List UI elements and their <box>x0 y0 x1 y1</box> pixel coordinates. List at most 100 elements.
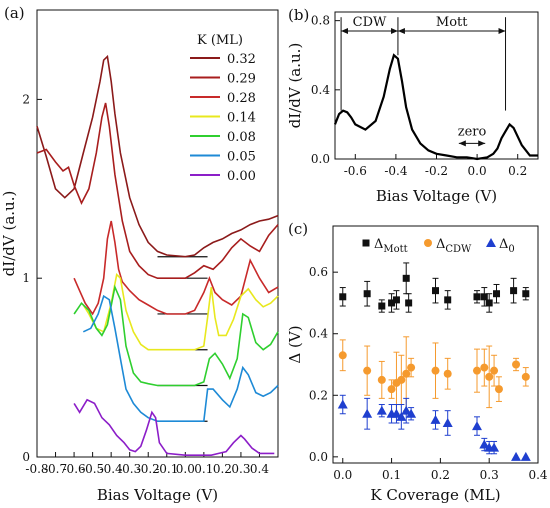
data-point-circle <box>338 351 347 360</box>
data-point-square <box>444 296 452 304</box>
x-axis-label: Bias Voltage (V) <box>376 187 497 205</box>
x-axis-label: Bias Voltage (V) <box>97 486 218 504</box>
panel-label: (c) <box>288 220 308 238</box>
x-axis-label: K Coverage (ML) <box>370 486 500 504</box>
y-axis-label: dI/dV (a.u.) <box>286 43 304 129</box>
data-point-square <box>405 299 413 307</box>
x-tick-label: -0.3 <box>118 462 141 476</box>
x-tick-label: -0.5 <box>81 462 104 476</box>
panel-a: (a)-0.8-0.7-0.6-0.5-0.4-0.3-0.2-0.10.0 0.… <box>0 4 279 504</box>
legend-entry: 0.08 <box>227 130 256 145</box>
y-tick-label: 2 <box>22 92 30 106</box>
y-axis-label: Δ (V) <box>286 325 304 363</box>
data-point-triangle <box>396 411 407 421</box>
data-point-triangle <box>511 451 522 461</box>
data-point-triangle <box>362 408 373 418</box>
y-tick-label: 0.6 <box>309 265 328 279</box>
data-point-circle <box>377 375 386 384</box>
x-tick-label: 0.2 <box>431 468 450 482</box>
data-point-triangle <box>391 408 402 418</box>
data-point-circle <box>397 375 406 384</box>
data-point-square <box>522 290 530 298</box>
data-point-circle <box>494 385 503 394</box>
data-point-triangle <box>489 442 500 452</box>
data-point-square <box>485 299 493 307</box>
data-point-triangle <box>337 399 348 409</box>
panel-c: (c) 0.0 0.1 0.2 0.3 0.4 0.0 0.2 0.4 0.6 K Coverage… <box>286 220 548 504</box>
x-tick-label: 0.3 <box>480 468 499 482</box>
y-tick-label: 0.4 <box>311 83 330 97</box>
data-point-square <box>388 299 396 307</box>
legend-marker <box>362 239 370 247</box>
y-tick-label: 0.0 <box>309 450 328 464</box>
data-point-square <box>339 293 347 301</box>
plot-frame <box>332 225 539 464</box>
legend-marker <box>486 238 496 247</box>
x-tick-label: -0.7 <box>44 462 67 476</box>
y-tick-label: 1 <box>22 271 30 285</box>
data-point-circle <box>387 385 396 394</box>
data-point-square <box>363 290 371 298</box>
data-point-circle <box>431 366 440 375</box>
legend-entry: 0.28 <box>227 91 256 106</box>
data-point-circle <box>512 360 521 369</box>
data-point-triangle <box>442 417 453 427</box>
y-tick-label: 0.8 <box>311 14 330 28</box>
data-point-square <box>480 293 488 301</box>
series-line-0.00 <box>73 398 275 457</box>
y-tick-label: 0 <box>22 450 30 464</box>
x-tick-label: -0.6 <box>63 462 86 476</box>
x-tick-label: 0.4 <box>528 468 547 482</box>
annotation-label: zero <box>458 124 487 139</box>
x-tick-label: -0.4 <box>100 462 124 476</box>
data-point-circle <box>472 366 481 375</box>
data-point-circle <box>521 372 530 381</box>
data-point-circle <box>485 372 494 381</box>
y-tick-label: 0.2 <box>309 388 328 402</box>
data-point-circle <box>402 369 411 378</box>
x-tick-label: 0.2 <box>508 164 527 178</box>
data-point-circle <box>363 366 372 375</box>
panel-label: (b) <box>288 6 309 24</box>
data-point-circle <box>443 369 452 378</box>
x-tick-label: 0.1 <box>382 468 401 482</box>
legend-entry: 0.14 <box>227 111 256 126</box>
x-tick-label: 0.1 <box>194 462 213 476</box>
annotation-label: Mott <box>436 15 468 30</box>
data-point-triangle <box>406 408 417 418</box>
panel-label: (a) <box>4 4 25 22</box>
data-point-circle <box>490 366 499 375</box>
legend-marker <box>424 239 432 247</box>
legend-entry: 0.00 <box>227 169 256 184</box>
x-tick-label: -0.1 <box>155 462 178 476</box>
x-tick-label: -0.4 <box>384 164 408 178</box>
x-tick-label: 0.3 <box>231 462 250 476</box>
legend-entry: ΔMott <box>374 237 408 255</box>
data-point-triangle <box>376 405 387 415</box>
x-tick-label: -0.6 <box>344 164 367 178</box>
legend-entry: 0.05 <box>227 150 256 165</box>
data-point-square <box>493 290 501 298</box>
y-axis-label: dI/dV (a.u.) <box>0 191 18 277</box>
x-tick-label: -0.2 <box>425 164 448 178</box>
series-line-0.29 <box>36 102 279 280</box>
data-point-circle <box>480 363 489 372</box>
series-line-0.32 <box>36 54 279 258</box>
data-point-square <box>510 287 518 295</box>
data-point-square <box>378 302 386 310</box>
legend-entry: Δ0 <box>499 237 515 255</box>
legend-entry: ΔCDW <box>436 237 472 255</box>
x-tick-label: 0.4 <box>250 462 269 476</box>
annotation-label: CDW <box>353 15 387 30</box>
plot-frame <box>36 9 279 458</box>
series-line-0.28 <box>73 220 279 316</box>
data-point-triangle <box>430 414 441 424</box>
data-point-square <box>473 293 481 301</box>
y-tick-label: 0.0 <box>311 152 330 166</box>
data-point-square <box>432 287 439 295</box>
legend-title: K (ML) <box>197 33 243 48</box>
data-point-triangle <box>471 421 482 431</box>
series-line-0.08 <box>73 284 279 387</box>
x-tick-label: -0.8 <box>25 462 48 476</box>
